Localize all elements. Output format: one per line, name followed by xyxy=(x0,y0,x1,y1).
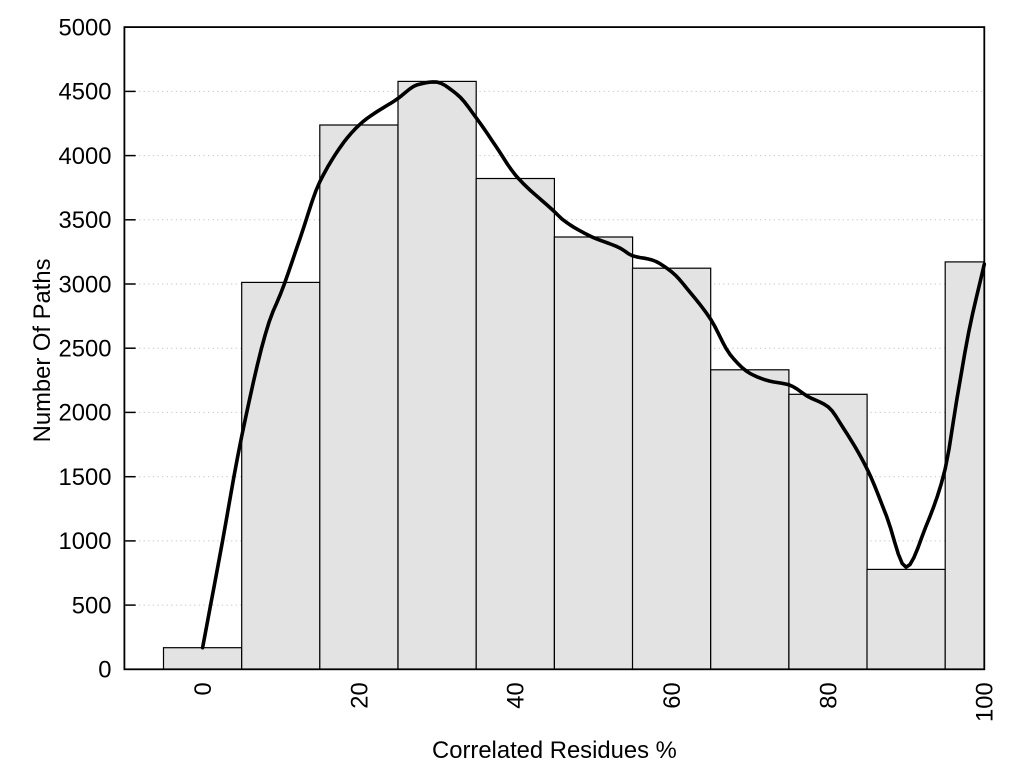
svg-text:3500: 3500 xyxy=(59,207,112,234)
svg-text:20: 20 xyxy=(346,682,373,708)
svg-text:Correlated Residues %: Correlated Residues % xyxy=(432,737,677,764)
svg-text:100: 100 xyxy=(972,682,999,722)
svg-text:0: 0 xyxy=(190,682,217,695)
svg-text:4000: 4000 xyxy=(59,143,112,170)
svg-text:4500: 4500 xyxy=(59,79,112,106)
svg-text:Number Of Paths: Number Of Paths xyxy=(29,258,56,442)
svg-text:5000: 5000 xyxy=(59,15,112,42)
svg-text:1500: 1500 xyxy=(59,464,112,491)
svg-text:2000: 2000 xyxy=(59,400,112,427)
svg-text:40: 40 xyxy=(503,682,530,708)
svg-text:0: 0 xyxy=(98,657,111,684)
svg-text:60: 60 xyxy=(659,682,686,708)
svg-text:500: 500 xyxy=(72,592,112,619)
svg-text:2500: 2500 xyxy=(59,336,112,363)
svg-text:1000: 1000 xyxy=(59,528,112,555)
svg-text:80: 80 xyxy=(815,682,842,708)
svg-text:3000: 3000 xyxy=(59,271,112,298)
